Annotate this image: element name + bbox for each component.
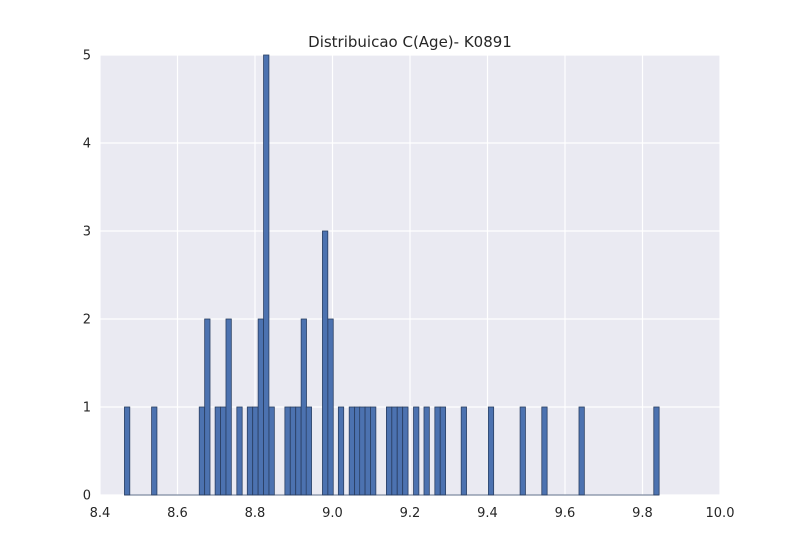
histogram-bar xyxy=(327,318,334,496)
histogram-bar xyxy=(257,318,264,496)
histogram-bar xyxy=(198,406,205,496)
histogram-bar xyxy=(246,406,254,496)
histogram-bar xyxy=(519,406,526,496)
histogram-bar xyxy=(370,406,377,496)
histogram-bar xyxy=(204,318,211,496)
chart-title: Distribuicao C(Age)- K0891 xyxy=(308,33,512,51)
histogram-bars xyxy=(124,54,660,496)
histogram-bar xyxy=(354,406,361,496)
histogram-bar xyxy=(385,406,393,496)
histogram-bar xyxy=(541,406,548,496)
x-tick-label: 9.6 xyxy=(555,506,576,521)
histogram-bar xyxy=(396,406,403,496)
x-tick-label: 8.8 xyxy=(245,506,266,521)
histogram-bar xyxy=(434,406,441,496)
y-tick-label: 5 xyxy=(83,49,91,64)
histogram-bar xyxy=(391,406,398,496)
histogram-bar xyxy=(348,406,355,496)
histogram-bar xyxy=(337,406,345,496)
histogram-bar xyxy=(214,406,221,496)
x-tick-label: 8.4 xyxy=(90,506,111,521)
histogram-bar xyxy=(225,318,232,496)
histogram-bar xyxy=(252,406,259,496)
histogram-bar xyxy=(460,406,467,496)
histogram-bar xyxy=(487,406,495,496)
y-tick-label: 0 xyxy=(83,489,91,504)
histogram-bar xyxy=(402,406,409,496)
histogram-bar xyxy=(413,406,420,496)
histogram-bar xyxy=(284,406,291,496)
x-tick-label: 9.4 xyxy=(477,506,498,521)
histogram-bar xyxy=(268,406,275,496)
histogram-bar xyxy=(359,406,366,496)
histogram-bar xyxy=(364,406,371,496)
histogram-bar xyxy=(300,318,307,496)
histogram-bar xyxy=(423,406,430,496)
y-tick-label: 2 xyxy=(83,313,91,328)
histogram-bar xyxy=(578,406,585,496)
x-axis-ticks: 8.4 8.6 8.8 9.0 9.2 9.4 9.6 9.8 10.0 xyxy=(90,506,735,521)
x-tick-label: 8.6 xyxy=(167,506,188,521)
histogram-bar xyxy=(295,406,302,496)
y-tick-label: 4 xyxy=(83,137,91,152)
histogram-bar xyxy=(439,406,447,496)
histogram-bar xyxy=(236,406,243,496)
histogram-bar xyxy=(124,406,131,496)
histogram-bar xyxy=(322,230,329,496)
x-tick-label: 9.0 xyxy=(322,506,343,521)
histogram-bar xyxy=(151,406,158,496)
histogram-bar xyxy=(289,406,297,496)
x-tick-label: 9.2 xyxy=(400,506,421,521)
histogram-bar xyxy=(220,406,227,496)
histogram-bar xyxy=(653,406,660,496)
x-tick-label: 9.8 xyxy=(632,506,653,521)
histogram-bar xyxy=(305,406,312,496)
x-tick-label: 10.0 xyxy=(706,506,735,521)
y-tick-label: 3 xyxy=(83,225,91,240)
histogram-bar xyxy=(263,54,270,496)
y-tick-label: 1 xyxy=(83,401,91,416)
y-axis-ticks: 0 1 2 3 4 5 xyxy=(83,49,91,504)
